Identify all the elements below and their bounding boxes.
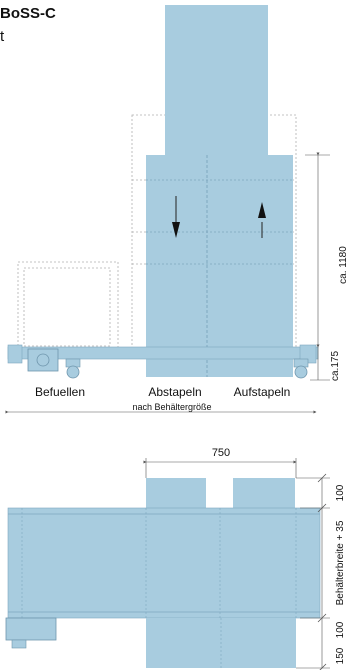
conveyor-top (7, 507, 321, 619)
conveyor-end-left (7, 344, 23, 364)
dim-bottom-a-label: 100 (335, 621, 346, 638)
caster-wheel-right-icon (294, 365, 308, 379)
drive-motor (27, 348, 59, 372)
drive-motor-top (5, 617, 57, 641)
station-label-fill: Befuellen (35, 385, 85, 399)
dim-bottom-b-label: 150 (335, 647, 346, 664)
drawing-title: BoSS-C (0, 5, 56, 22)
drawing-subtitle: t (0, 28, 5, 45)
stack-tab-top (233, 478, 295, 508)
lift-column (165, 5, 268, 155)
fill-station-ghost-inner (23, 267, 111, 347)
dim-tick-1 (317, 473, 327, 483)
fill-station-ghost-frame (17, 261, 119, 349)
motor-flange-icon (36, 353, 50, 367)
down-arrow-icon (172, 222, 180, 238)
stacking-body (146, 155, 293, 377)
up-arrow-icon (258, 202, 266, 218)
dim-middle-label: Behälterbreite + 35 (335, 520, 346, 605)
dim-tick-2 (317, 503, 327, 513)
dim-tick-3 (317, 613, 327, 623)
height-dimension-label: ca. 1180 (338, 246, 349, 284)
top-view: 750 100 Behälterbreite + 35 100 150 (5, 447, 346, 670)
caster-wheel-left-icon (66, 365, 80, 379)
length-note: nach Behältergröße (132, 402, 211, 412)
unstack-tab-top (146, 478, 206, 508)
motor-terminal-box (11, 639, 27, 649)
base-dimension-label: ca.175 (330, 351, 341, 381)
dim-top-label: 100 (335, 484, 346, 501)
width-dimension-label: 750 (212, 447, 230, 459)
station-label-unstack: Abstapeln (148, 385, 201, 399)
side-view: Befuellen Abstapeln Aufstapeln nach Behä… (5, 5, 349, 414)
station-label-stack: Aufstapeln (234, 385, 291, 399)
dim-tick-4 (319, 663, 327, 670)
